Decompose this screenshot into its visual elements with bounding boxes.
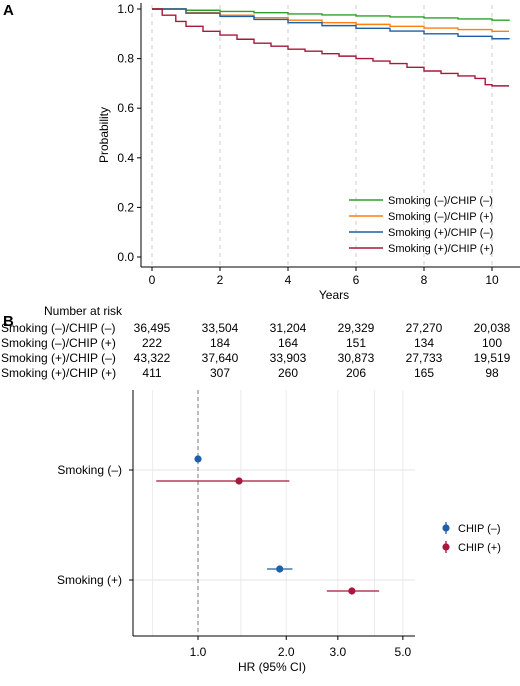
- km-curve: [152, 8, 510, 21]
- x-tick-label: 5.0: [395, 645, 412, 659]
- y-tick-label: 0.6: [117, 101, 134, 115]
- risk-cell: 165: [414, 366, 434, 380]
- risk-cell: 27,733: [406, 351, 443, 365]
- legend-label: CHIP (–): [458, 523, 501, 535]
- hr-point: [348, 587, 356, 595]
- risk-cell: 29,329: [338, 321, 375, 335]
- km-plot: 0.0 0.2 0.4 0.6 0.8 1.0 0 2 4 6 8 10 Years Probabilit…: [97, 2, 520, 302]
- risk-cell: 164: [278, 336, 298, 350]
- risk-cell: 33,504: [202, 321, 239, 335]
- hr-point: [194, 455, 202, 463]
- risk-cell: 100: [482, 336, 502, 350]
- x-axis-title: HR (95% CI): [238, 660, 306, 674]
- x-tick-label: 1.0: [190, 645, 207, 659]
- risk-cell: 184: [210, 336, 230, 350]
- legend-label: Smoking (–)/CHIP (+): [388, 211, 493, 223]
- risk-cell: 134: [414, 336, 434, 350]
- category-label: Smoking (–): [57, 463, 122, 477]
- legend-label: CHIP (+): [458, 542, 501, 554]
- risk-cell: 19,519: [474, 351, 511, 365]
- legend-label: Smoking (–)/CHIP (–): [388, 195, 493, 207]
- risk-cell: 411: [142, 366, 161, 380]
- risk-cell: 222: [142, 336, 162, 350]
- risk-cell: 151: [346, 336, 366, 350]
- risk-row-label: Smoking (–)/CHIP (+): [1, 336, 116, 350]
- y-tick-label: 1.0: [117, 2, 134, 16]
- risk-cell: 30,873: [338, 351, 375, 365]
- x-axis-title: Years: [319, 288, 349, 302]
- km-curve: [152, 8, 510, 40]
- legend-label: Smoking (+)/CHIP (+): [388, 243, 494, 255]
- hr-point: [276, 565, 284, 573]
- panel-label-b: B: [3, 313, 14, 330]
- legend-swatch: [442, 543, 450, 551]
- risk-row-label: Smoking (+)/CHIP (+): [1, 366, 116, 380]
- x-tick-label: 3.0: [330, 645, 347, 659]
- x-tick-label: 2.0: [278, 645, 295, 659]
- risk-cell: 307: [210, 366, 230, 380]
- km-curve: [152, 8, 509, 87]
- risk-cell: 27,270: [406, 321, 443, 335]
- legend-swatch: [442, 524, 450, 532]
- y-tick-label: 0.2: [117, 200, 134, 214]
- x-tick-label: 6: [353, 273, 360, 287]
- risk-row-label: Smoking (–)/CHIP (–): [1, 321, 115, 335]
- risk-table: Number at risk Smoking (–)/CHIP (–) 36,495…: [1, 304, 511, 380]
- risk-cell: 206: [346, 366, 366, 380]
- risk-cell: 98: [485, 366, 499, 380]
- panel-label-a: A: [3, 2, 14, 19]
- risk-cell: 31,204: [270, 321, 307, 335]
- x-tick-label: 2: [217, 273, 224, 287]
- km-curve: [152, 8, 509, 33]
- risk-table-title: Number at risk: [44, 304, 123, 318]
- y-tick-label: 0.4: [117, 151, 134, 165]
- risk-cell: 36,495: [134, 321, 171, 335]
- x-tick-label: 0: [149, 273, 156, 287]
- y-tick-label: 0.0: [117, 250, 134, 264]
- forest-plot: 1.0 2.0 3.0 5.0 HR (95% CI) Smoking (–) Smokin…: [57, 390, 501, 674]
- y-tick-label: 0.8: [117, 52, 134, 66]
- risk-cell: 260: [278, 366, 298, 380]
- risk-cell: 43,322: [134, 351, 171, 365]
- risk-row-label: Smoking (+)/CHIP (–): [1, 351, 116, 365]
- y-axis-title: Probability: [97, 107, 111, 163]
- legend-label: Smoking (+)/CHIP (–): [388, 227, 493, 239]
- x-tick-label: 8: [421, 273, 428, 287]
- category-label: Smoking (+): [57, 573, 122, 587]
- risk-cell: 37,640: [202, 351, 239, 365]
- x-tick-label: 4: [285, 273, 292, 287]
- risk-cell: 33,903: [270, 351, 307, 365]
- x-tick-label: 10: [485, 273, 499, 287]
- risk-cell: 20,038: [474, 321, 511, 335]
- hr-point: [235, 477, 243, 485]
